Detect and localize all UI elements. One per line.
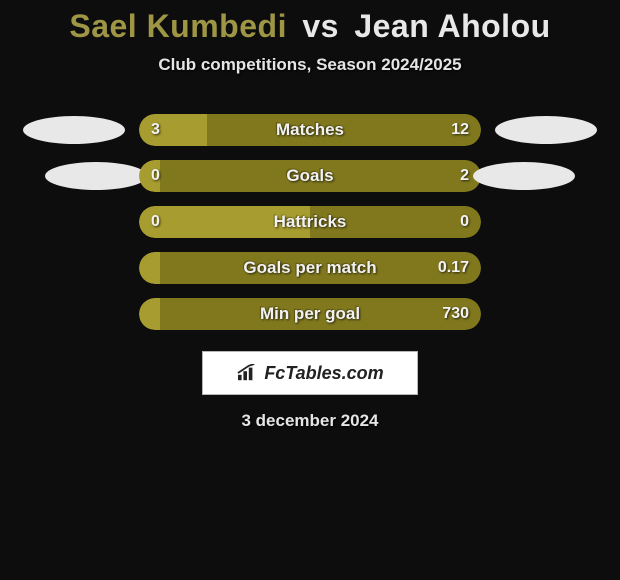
stat-value-left: 0: [151, 213, 160, 231]
brand-label: FcTables.com: [264, 363, 383, 384]
stat-value-right: 0.17: [438, 259, 469, 277]
stat-value-right: 0: [460, 213, 469, 231]
stat-label: Goals per match: [243, 258, 376, 278]
stat-label: Goals: [286, 166, 333, 186]
brand-chart-icon: [236, 364, 258, 382]
vs-label: vs: [302, 8, 339, 44]
left-badge-slot: [23, 115, 125, 145]
right-badge-slot: [495, 253, 597, 283]
stat-value-right: 730: [442, 305, 469, 323]
card-title: Sael Kumbedi vs Jean Aholou: [0, 8, 620, 45]
stat-bar: Goals per match 0.17: [139, 252, 481, 284]
stat-value-right: 2: [460, 167, 469, 185]
stat-value-left: 3: [151, 121, 160, 139]
stat-rows: Matches 3 12 Goals 0 2 Hattricks 0 0 Goals per ma…: [0, 107, 620, 337]
stat-row: Goals per match 0.17: [0, 245, 620, 291]
stat-row: Matches 3 12: [0, 107, 620, 153]
player2-name: Jean Aholou: [354, 8, 550, 44]
right-badge-slot: [495, 115, 597, 145]
left-badge-slot: [23, 207, 125, 237]
player1-badge-ellipse: [23, 116, 125, 144]
player1-badge-ellipse: [45, 162, 147, 190]
stat-bar: Goals 0 2: [139, 160, 481, 192]
stat-label: Hattricks: [274, 212, 347, 232]
right-badge-slot: [495, 207, 597, 237]
brand-box[interactable]: FcTables.com: [202, 351, 418, 395]
stat-row: Goals 0 2: [0, 153, 620, 199]
stat-value-left: 0: [151, 167, 160, 185]
stat-label: Min per goal: [260, 304, 360, 324]
stat-bar: Min per goal 730: [139, 298, 481, 330]
left-badge-slot: [23, 161, 125, 191]
player1-name: Sael Kumbedi: [69, 8, 287, 44]
stat-label: Matches: [276, 120, 344, 140]
stat-bar: Hattricks 0 0: [139, 206, 481, 238]
bar-fill-left: [139, 114, 207, 146]
player2-badge-ellipse: [495, 116, 597, 144]
bar-fill-left: [139, 298, 160, 330]
left-badge-slot: [23, 299, 125, 329]
player2-badge-ellipse: [473, 162, 575, 190]
stat-bar: Matches 3 12: [139, 114, 481, 146]
stat-value-right: 12: [451, 121, 469, 139]
left-badge-slot: [23, 253, 125, 283]
right-badge-slot: [495, 299, 597, 329]
date-label: 3 december 2024: [0, 411, 620, 431]
right-badge-slot: [495, 161, 597, 191]
comparison-card: Sael Kumbedi vs Jean Aholou Club competi…: [0, 0, 620, 431]
card-subtitle: Club competitions, Season 2024/2025: [0, 55, 620, 75]
stat-row: Hattricks 0 0: [0, 199, 620, 245]
bar-fill-left: [139, 252, 160, 284]
stat-row: Min per goal 730: [0, 291, 620, 337]
bar-fill-right: [207, 114, 481, 146]
